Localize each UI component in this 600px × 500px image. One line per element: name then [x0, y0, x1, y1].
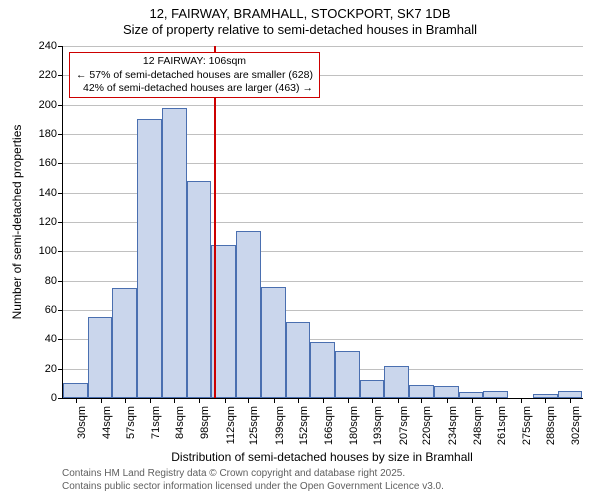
x-tick-mark	[323, 398, 324, 403]
histogram-bar	[310, 342, 335, 398]
histogram-bar	[112, 288, 137, 398]
x-tick-mark	[570, 398, 571, 403]
histogram-bar	[261, 287, 286, 398]
x-tick-label: 302sqm	[570, 406, 582, 445]
y-tick-label: 160	[39, 157, 63, 169]
license-text: Contains HM Land Registry data © Crown c…	[62, 468, 444, 493]
y-tick-label: 240	[39, 40, 63, 52]
x-tick-mark	[348, 398, 349, 403]
histogram-bar	[434, 386, 459, 398]
y-tick-label: 60	[45, 304, 63, 316]
x-tick-mark	[225, 398, 226, 403]
y-tick-label: 100	[39, 245, 63, 257]
plot-area: 02040608010012014016018020022024012 FAIR…	[62, 46, 583, 399]
reference-line	[214, 46, 216, 398]
chart-container: 12, FAIRWAY, BRAMHALL, STOCKPORT, SK7 1D…	[0, 0, 600, 500]
x-tick-label: 152sqm	[298, 406, 310, 445]
y-tick-label: 180	[39, 128, 63, 140]
y-tick-label: 200	[39, 99, 63, 111]
x-tick-label: 57sqm	[125, 406, 137, 439]
histogram-bar	[409, 385, 434, 398]
x-tick-label: 166sqm	[323, 406, 335, 445]
histogram-bar	[63, 383, 88, 398]
x-tick-label: 234sqm	[447, 406, 459, 445]
x-tick-mark	[472, 398, 473, 403]
histogram-bar	[187, 181, 212, 398]
histogram-bar	[384, 366, 409, 398]
x-tick-mark	[248, 398, 249, 403]
x-tick-mark	[76, 398, 77, 403]
gridline-h	[63, 105, 583, 106]
x-tick-mark	[496, 398, 497, 403]
y-tick-label: 0	[51, 392, 63, 404]
x-tick-mark	[372, 398, 373, 403]
annotation-line1: 12 FAIRWAY: 106sqm	[76, 55, 313, 68]
x-tick-label: 84sqm	[174, 406, 186, 439]
x-tick-mark	[298, 398, 299, 403]
y-tick-label: 140	[39, 187, 63, 199]
chart-title-line2: Size of property relative to semi-detach…	[0, 22, 600, 38]
y-tick-label: 20	[45, 363, 63, 375]
annotation-line3: 42% of semi-detached houses are larger (…	[76, 82, 313, 95]
x-tick-label: 30sqm	[76, 406, 88, 439]
y-tick-label: 80	[45, 275, 63, 287]
x-tick-mark	[398, 398, 399, 403]
x-tick-mark	[174, 398, 175, 403]
annotation-box: 12 FAIRWAY: 106sqm← 57% of semi-detached…	[69, 52, 320, 97]
x-tick-mark	[447, 398, 448, 403]
histogram-bar	[236, 231, 261, 398]
chart-title-line1: 12, FAIRWAY, BRAMHALL, STOCKPORT, SK7 1D…	[0, 0, 600, 22]
histogram-bar	[483, 391, 508, 398]
x-tick-label: 139sqm	[274, 406, 286, 445]
y-tick-label: 40	[45, 333, 63, 345]
annotation-line2: ← 57% of semi-detached houses are smalle…	[76, 69, 313, 82]
histogram-bar	[162, 108, 187, 398]
license-line1: Contains HM Land Registry data © Crown c…	[62, 468, 444, 481]
x-tick-mark	[421, 398, 422, 403]
x-axis-label: Distribution of semi-detached houses by …	[171, 450, 472, 464]
x-tick-mark	[274, 398, 275, 403]
x-tick-label: 125sqm	[248, 406, 260, 445]
x-tick-mark	[199, 398, 200, 403]
y-tick-label: 120	[39, 216, 63, 228]
x-tick-label: 275sqm	[521, 406, 533, 445]
x-tick-mark	[545, 398, 546, 403]
histogram-bar	[137, 119, 162, 398]
license-line2: Contains public sector information licen…	[62, 481, 444, 494]
x-tick-label: 220sqm	[421, 406, 433, 445]
histogram-bar	[558, 391, 583, 398]
histogram-bar	[335, 351, 360, 398]
x-tick-label: 261sqm	[496, 406, 508, 445]
x-tick-label: 71sqm	[150, 406, 162, 439]
x-tick-label: 248sqm	[472, 406, 484, 445]
x-tick-label: 98sqm	[199, 406, 211, 439]
histogram-bar	[88, 317, 113, 398]
histogram-bar	[286, 322, 311, 398]
x-tick-mark	[150, 398, 151, 403]
x-tick-label: 207sqm	[398, 406, 410, 445]
x-tick-label: 44sqm	[101, 406, 113, 439]
x-tick-label: 193sqm	[372, 406, 384, 445]
x-tick-mark	[125, 398, 126, 403]
histogram-bar	[360, 380, 385, 398]
x-tick-mark	[521, 398, 522, 403]
gridline-h	[63, 46, 583, 47]
y-tick-label: 220	[39, 69, 63, 81]
y-axis-label: Number of semi-detached properties	[10, 125, 24, 320]
histogram-bar	[459, 392, 484, 398]
x-tick-label: 112sqm	[225, 406, 237, 444]
x-tick-mark	[101, 398, 102, 403]
x-tick-label: 180sqm	[348, 406, 360, 445]
x-tick-label: 288sqm	[545, 406, 557, 445]
